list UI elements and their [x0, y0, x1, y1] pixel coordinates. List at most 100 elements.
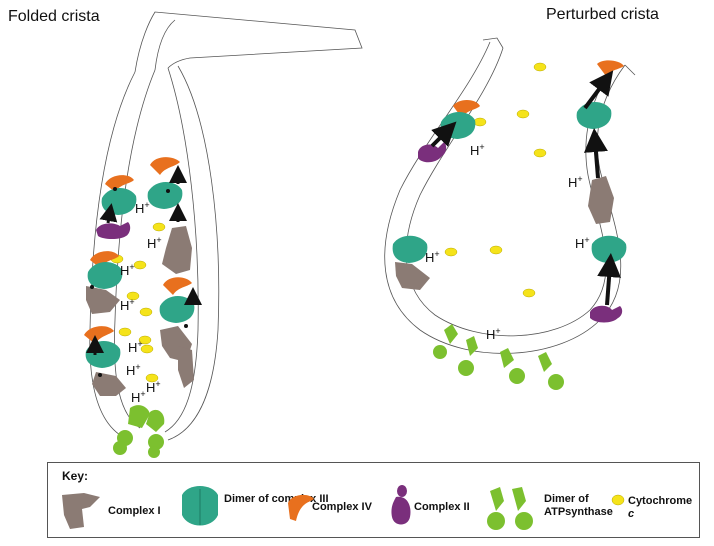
proton-label: H+ — [131, 389, 146, 405]
cytochrome-c-icon — [611, 494, 625, 506]
atp-synthase — [148, 434, 164, 450]
complex-ii-icon — [391, 485, 411, 525]
complex-iii — [87, 262, 123, 289]
cytochrome-c — [140, 344, 154, 354]
dots — [90, 187, 188, 377]
proton-labels: H+ H+ H+ H+ H+ H+ H+ H+ H+ H+ H+ H+ H+ — [120, 142, 590, 405]
proton-label: H+ — [568, 174, 583, 190]
cytochrome-c — [138, 335, 152, 345]
proton-label: H+ — [120, 297, 135, 313]
complex-ii — [418, 142, 447, 163]
atp-synthase — [500, 348, 514, 368]
perturbed-arrows — [430, 70, 622, 306]
cytochrome-c — [118, 327, 132, 337]
atp-synthase-icon — [487, 487, 533, 530]
complex-ii-group — [96, 222, 131, 239]
proton-label: H+ — [128, 339, 143, 355]
atp-synthase — [466, 336, 478, 356]
perturbed-crista-membrane — [384, 37, 636, 354]
complex-iii — [392, 235, 428, 263]
dot — [113, 187, 117, 191]
proton-label: H+ — [425, 249, 440, 265]
proton-label: H+ — [120, 262, 135, 278]
cytochrome-c — [444, 247, 458, 257]
complex-i — [86, 286, 120, 314]
complex-iv — [163, 277, 192, 295]
complex-i — [178, 346, 194, 388]
key-label-cytochrome-italic: c — [628, 508, 635, 520]
atp-synthase — [458, 360, 474, 376]
complex-iv — [84, 326, 114, 344]
perturbed-complex-i-group — [395, 176, 614, 290]
atp-synthase — [113, 441, 127, 455]
complex-i — [588, 176, 614, 224]
complex-iii — [591, 235, 627, 263]
crista-illustration: H+ H+ H+ H+ H+ H+ H+ H+ H+ H+ H+ H+ H+ — [84, 11, 636, 458]
atp-synthase — [444, 324, 458, 344]
complex-iii — [147, 182, 183, 209]
folded-arrows — [86, 165, 202, 355]
key-label-atp-synthase: Dimer of ATPsynthase — [544, 493, 613, 518]
atp-synthase — [433, 345, 447, 359]
folded-crista-title: Folded crista — [8, 8, 100, 25]
atp-synthase-folded — [113, 405, 165, 458]
complex-ii — [96, 222, 131, 239]
complex-iv-icon — [288, 494, 314, 521]
proton-arrow — [583, 70, 614, 110]
key-label-cytochrome-text: Cytochrome — [628, 495, 693, 507]
complex-iii — [101, 188, 137, 215]
atp-synthase — [128, 405, 150, 428]
complex-iv — [597, 60, 624, 76]
atp-synthase — [148, 446, 160, 458]
perturbed-complex-iii-group — [392, 102, 627, 263]
key-legend: Key: Complex I Dimer of complex III Comp… — [47, 462, 700, 538]
proton-arrow — [430, 121, 457, 148]
complex-iii — [576, 102, 612, 129]
atp-synthase — [509, 368, 525, 384]
complex-iii-icon — [182, 486, 218, 526]
proton-arrow — [583, 128, 608, 179]
cytochrome-c-group — [110, 62, 547, 383]
atp-synthase — [548, 374, 564, 390]
cytochrome-c — [489, 245, 503, 255]
proton-label: H+ — [575, 235, 590, 251]
cytochrome-c — [139, 307, 153, 317]
cytochrome-c — [473, 117, 487, 127]
key-label-complex-iv: Complex IV — [312, 501, 372, 513]
complex-i — [395, 262, 430, 290]
key-label-cytochrome-c: Cytochrome c — [628, 495, 699, 521]
proton-label: H+ — [146, 379, 161, 395]
complex-iv — [150, 157, 180, 175]
complex-iii — [159, 296, 195, 323]
cytochrome-c — [516, 109, 530, 119]
complex-i-group — [86, 226, 194, 396]
cytochrome-c — [145, 373, 159, 383]
complex-iv — [105, 175, 134, 192]
key-title: Key: — [62, 469, 89, 483]
complex-i — [92, 372, 126, 396]
proton-label: H+ — [470, 142, 485, 158]
proton-arrow — [597, 253, 622, 306]
dot — [98, 373, 102, 377]
proton-label: H+ — [135, 200, 150, 216]
complex-i — [162, 226, 192, 274]
dot — [166, 189, 170, 193]
cytochrome-c — [522, 288, 536, 298]
perturbed-crista-title: Perturbed crista — [546, 6, 659, 23]
dot — [90, 285, 94, 289]
complex-ii — [590, 305, 623, 323]
key-label-complex-i: Complex I — [108, 505, 161, 517]
proton-label: H+ — [126, 362, 141, 378]
proton-label: H+ — [147, 235, 162, 251]
perturbed-atp-synthase — [433, 324, 564, 390]
cytochrome-c — [533, 62, 547, 72]
perturbed-complex-ii-group — [418, 142, 623, 323]
key-label-complex-ii: Complex II — [414, 501, 470, 513]
dot — [184, 324, 188, 328]
cytochrome-c — [152, 222, 166, 232]
atp-synthase — [538, 352, 552, 372]
cytochrome-c — [126, 291, 140, 301]
complex-i-icon — [62, 493, 100, 529]
cytochrome-c — [533, 148, 547, 158]
